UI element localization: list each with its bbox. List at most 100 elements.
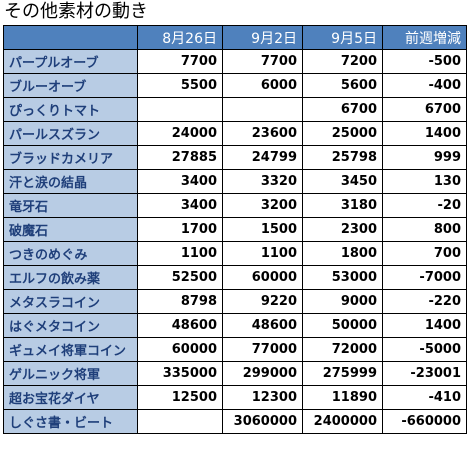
- item-name: しぐさ書・ビート: [3, 409, 138, 434]
- price-cell: 999: [382, 145, 467, 170]
- table-row: しぐさ書・ビート 3060000 2400000 -660000: [3, 409, 467, 434]
- price-cell: -7000: [382, 265, 467, 290]
- price-cell: 275999: [302, 361, 383, 386]
- price-cell: 6000: [222, 73, 303, 98]
- price-cell: 60000: [137, 337, 223, 362]
- table-row: エルフの飲み薬 52500 60000 53000 -7000: [3, 265, 467, 290]
- price-cell: [137, 409, 223, 434]
- header-row: 8月26日 9月2日 9月5日 前週増減: [3, 25, 467, 50]
- price-cell: 23600: [222, 121, 303, 146]
- price-cell: 1700: [137, 217, 223, 242]
- table-row: パープルオーブ 7700 7700 7200 -500: [3, 49, 467, 74]
- price-cell: 1100: [137, 241, 223, 266]
- price-cell: 3320: [222, 169, 303, 194]
- price-cell: 3450: [302, 169, 383, 194]
- price-cell: 6700: [382, 97, 467, 122]
- table-row: 破魔石 1700 1500 2300 800: [3, 217, 467, 242]
- price-cell: 25000: [302, 121, 383, 146]
- table-body: パープルオーブ 7700 7700 7200 -500 ブルーオーブ 5500 6000 560…: [3, 49, 467, 434]
- price-cell: 12500: [137, 385, 223, 410]
- price-cell: -20: [382, 193, 467, 218]
- price-cell: 7200: [302, 49, 383, 74]
- table-row: ギュメイ将軍コイン 60000 77000 72000 -5000: [3, 337, 467, 362]
- price-cell: 9000: [302, 289, 383, 314]
- price-cell: 1100: [222, 241, 303, 266]
- price-cell: [137, 97, 223, 122]
- table-row: つきのめぐみ 1100 1100 1800 700: [3, 241, 467, 266]
- table-row: ブラッドカメリア 27885 24799 25798 999: [3, 145, 467, 170]
- item-name: ギュメイ将軍コイン: [3, 337, 138, 362]
- price-cell: 53000: [302, 265, 383, 290]
- price-cell: -660000: [382, 409, 467, 434]
- title: その他素材の動き: [4, 1, 148, 22]
- price-cell: 1400: [382, 313, 467, 338]
- price-cell: 5500: [137, 73, 223, 98]
- price-table: 8月26日 9月2日 9月5日 前週増減 パープルオーブ 7700 7700 7200 -50…: [3, 25, 467, 434]
- price-cell: 27885: [137, 145, 223, 170]
- price-cell: 7700: [137, 49, 223, 74]
- price-cell: 11890: [302, 385, 383, 410]
- item-name: パールスズラン: [3, 121, 138, 146]
- column-header: 前週増減: [382, 25, 467, 50]
- item-name: メタスラコイン: [3, 289, 138, 314]
- price-cell: 3060000: [222, 409, 303, 434]
- item-name: ブルーオーブ: [3, 73, 138, 98]
- price-cell: 7700: [222, 49, 303, 74]
- item-name: はぐメタコイン: [3, 313, 138, 338]
- price-cell: 3200: [222, 193, 303, 218]
- price-cell: 335000: [137, 361, 223, 386]
- table-row: はぐメタコイン 48600 48600 50000 1400: [3, 313, 467, 338]
- price-cell: 130: [382, 169, 467, 194]
- price-cell: 3400: [137, 169, 223, 194]
- item-name: エルフの飲み薬: [3, 265, 138, 290]
- price-cell: -500: [382, 49, 467, 74]
- price-cell: -400: [382, 73, 467, 98]
- table-row: パールスズラン 24000 23600 25000 1400: [3, 121, 467, 146]
- price-cell: 2400000: [302, 409, 383, 434]
- item-name: つきのめぐみ: [3, 241, 138, 266]
- table-row: ブルーオーブ 5500 6000 5600 -400: [3, 73, 467, 98]
- price-cell: -410: [382, 385, 467, 410]
- price-cell: 9220: [222, 289, 303, 314]
- price-cell: 6700: [302, 97, 383, 122]
- price-cell: 48600: [137, 313, 223, 338]
- table-row: 超お宝花ダイヤ 12500 12300 11890 -410: [3, 385, 467, 410]
- price-cell: 800: [382, 217, 467, 242]
- item-name: 超お宝花ダイヤ: [3, 385, 138, 410]
- price-cell: -5000: [382, 337, 467, 362]
- item-name: 汗と涙の結晶: [3, 169, 138, 194]
- item-name: ブラッドカメリア: [3, 145, 138, 170]
- table-row: ぴっくりトマト 6700 6700: [3, 97, 467, 122]
- price-cell: -220: [382, 289, 467, 314]
- price-cell: 1500: [222, 217, 303, 242]
- price-cell: 77000: [222, 337, 303, 362]
- price-cell: 25798: [302, 145, 383, 170]
- price-cell: 299000: [222, 361, 303, 386]
- column-header: 9月5日: [302, 25, 383, 50]
- item-name: 竜牙石: [3, 193, 138, 218]
- table-row: 竜牙石 3400 3200 3180 -20: [3, 193, 467, 218]
- price-cell: 52500: [137, 265, 223, 290]
- column-header: 8月26日: [137, 25, 223, 50]
- item-name: ぴっくりトマト: [3, 97, 138, 122]
- price-cell: 24799: [222, 145, 303, 170]
- table-row: 汗と涙の結晶 3400 3320 3450 130: [3, 169, 467, 194]
- price-cell: 3180: [302, 193, 383, 218]
- table-row: ゲルニック将軍 335000 299000 275999 -23001: [3, 361, 467, 386]
- price-cell: 50000: [302, 313, 383, 338]
- price-cell: -23001: [382, 361, 467, 386]
- corner-cell: [3, 25, 138, 50]
- column-header: 9月2日: [222, 25, 303, 50]
- price-cell: 700: [382, 241, 467, 266]
- item-name: パープルオーブ: [3, 49, 138, 74]
- price-cell: 8798: [137, 289, 223, 314]
- price-cell: 1800: [302, 241, 383, 266]
- price-cell: 60000: [222, 265, 303, 290]
- item-name: ゲルニック将軍: [3, 361, 138, 386]
- table-row: メタスラコイン 8798 9220 9000 -220: [3, 289, 467, 314]
- price-cell: 5600: [302, 73, 383, 98]
- price-cell: 2300: [302, 217, 383, 242]
- price-cell: 12300: [222, 385, 303, 410]
- price-cell: 1400: [382, 121, 467, 146]
